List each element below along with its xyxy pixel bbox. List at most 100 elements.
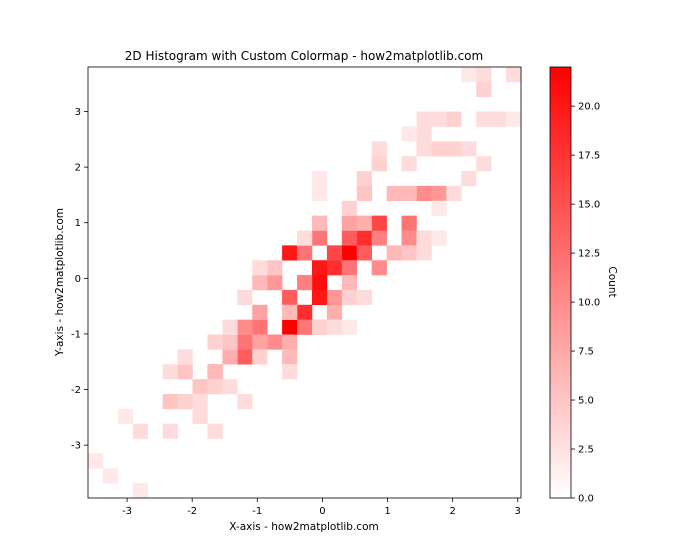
heatmap-cell xyxy=(132,483,149,499)
x-tick-label: -2 xyxy=(187,506,197,517)
heatmap-cell xyxy=(386,185,402,202)
heatmap-cell xyxy=(192,408,208,424)
heatmap-cell xyxy=(207,364,223,380)
heatmap-cell xyxy=(491,111,507,127)
colorbar-label: Count xyxy=(606,266,618,297)
heatmap-cell xyxy=(371,141,387,157)
heatmap-cell xyxy=(431,111,447,127)
heatmap-cell xyxy=(416,126,432,142)
heatmap-cell xyxy=(371,230,387,246)
heatmap-cell xyxy=(252,319,268,335)
heatmap-cell xyxy=(192,379,208,395)
heatmap-cell xyxy=(252,304,268,320)
heatmap-cell xyxy=(222,379,238,395)
heatmap-cell xyxy=(282,334,298,350)
x-axis-ticks: -3 -2 -1 0 1 2 3 xyxy=(122,498,521,517)
colorbar-tick-label: 2.5 xyxy=(578,445,594,456)
y-axis-label: Y-axis - how2matplotlib.com xyxy=(54,208,66,357)
heatmap-cell xyxy=(356,185,372,202)
heatmap-cell xyxy=(311,185,328,202)
heatmap-cell xyxy=(282,364,298,380)
heatmap-cell xyxy=(177,364,193,380)
colorbar-tick-label: 7.5 xyxy=(578,347,594,358)
heatmap-cell xyxy=(341,319,358,335)
heatmap-cell xyxy=(371,260,387,276)
heatmap-cell xyxy=(207,423,223,439)
heatmap-cell xyxy=(311,215,328,231)
heatmap-cell xyxy=(222,319,238,335)
heatmap-cell xyxy=(371,215,387,231)
heatmap-cell xyxy=(476,111,492,127)
heatmap-cell xyxy=(416,141,432,157)
colorbar-tick-label: 20.0 xyxy=(578,102,600,113)
x-tick-label: 0 xyxy=(319,506,325,517)
heatmap-cell xyxy=(207,379,223,395)
heatmap-cell xyxy=(476,81,492,98)
heatmap-cell xyxy=(371,156,387,172)
heatmap-cell xyxy=(446,185,462,202)
heatmap-cell xyxy=(252,349,268,365)
heatmap-cell xyxy=(311,260,328,276)
x-tick-label: 1 xyxy=(384,506,390,517)
heatmap-cell xyxy=(222,349,238,365)
heatmap-cell xyxy=(461,141,477,157)
heatmap-cell xyxy=(237,393,253,410)
x-tick-label: 3 xyxy=(515,506,521,517)
heatmap-cell xyxy=(222,334,238,350)
heatmap-cell xyxy=(326,245,343,261)
heatmap-cell xyxy=(446,111,462,127)
heatmap-cell xyxy=(431,141,447,157)
heatmap-cell xyxy=(356,215,372,231)
heatmap-cell xyxy=(446,141,462,157)
heatmap-cell xyxy=(162,393,178,410)
heatmap-cell xyxy=(326,304,343,320)
heatmap-cell xyxy=(416,111,432,127)
heatmap-cell xyxy=(401,126,417,142)
heatmap-cell xyxy=(386,245,402,261)
heatmap-cell xyxy=(237,319,253,335)
colorbar-tick-label: 12.5 xyxy=(578,249,600,260)
heatmap-cell xyxy=(132,423,149,439)
colorbar xyxy=(549,66,572,499)
x-axis-label: X-axis - how2matplotlib.com xyxy=(229,521,378,533)
heatmap-cell xyxy=(297,304,313,320)
colorbar-tick-label: 10.0 xyxy=(578,298,600,309)
heatmap-cell xyxy=(341,289,358,306)
chart-title: 2D Histogram with Custom Colormap - how2… xyxy=(125,49,483,63)
heatmap-cell xyxy=(401,245,417,261)
heatmap-cell xyxy=(267,260,283,276)
x-tick-label: 2 xyxy=(449,506,455,517)
heatmap-cell xyxy=(401,215,417,231)
heatmap-cell xyxy=(341,260,358,276)
heatmap-cell xyxy=(311,275,328,291)
heatmap-cell xyxy=(297,275,313,291)
heatmap-cell xyxy=(341,275,358,291)
heatmap-cell xyxy=(267,334,283,350)
heatmap-cell xyxy=(282,289,298,306)
heatmap-cell xyxy=(431,185,447,202)
heatmap-cell xyxy=(162,364,178,380)
heatmap-cell xyxy=(401,156,417,172)
heatmap-cell xyxy=(282,319,298,335)
heatmap-cell xyxy=(416,230,432,246)
heatmap-cell xyxy=(252,275,268,291)
heatmap-cell xyxy=(341,200,358,216)
heatmap-cell xyxy=(237,334,253,350)
heatmap-cell xyxy=(311,319,328,335)
heatmap-cell xyxy=(311,171,328,187)
heatmap-cell xyxy=(237,349,253,365)
heatmap-cell xyxy=(356,289,372,306)
y-tick-label: -3 xyxy=(71,441,81,452)
heatmap-cell xyxy=(177,393,193,410)
heatmap-cell xyxy=(356,230,372,246)
heatmap-cell xyxy=(311,230,328,246)
plot-frame xyxy=(87,66,522,499)
heatmap-cell xyxy=(506,67,522,83)
heatmap-cell xyxy=(102,468,119,484)
heatmap-cell xyxy=(356,171,372,187)
y-tick-label: -2 xyxy=(71,385,81,396)
y-tick-label: 1 xyxy=(75,218,81,229)
heatmap-cell xyxy=(431,230,447,246)
heatmap-cell xyxy=(267,275,283,291)
